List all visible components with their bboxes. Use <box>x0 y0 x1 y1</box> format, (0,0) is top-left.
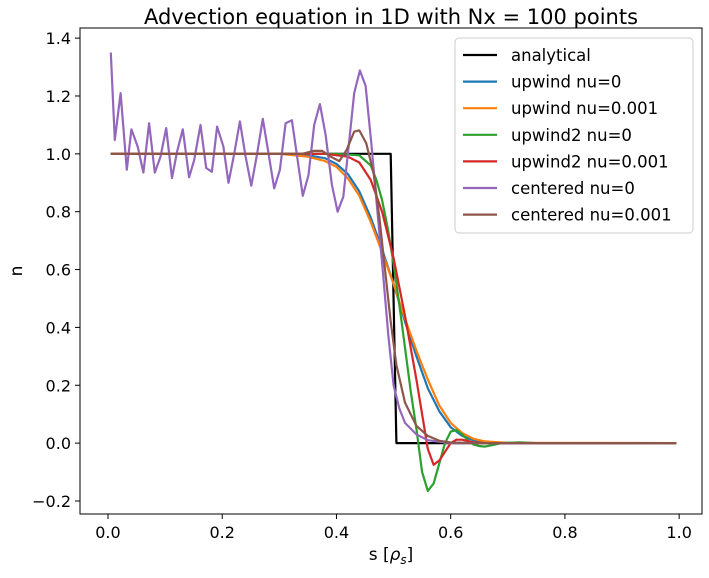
series-line-upwind2-nu-0 <box>110 152 677 492</box>
x-axis-label-end: ] <box>407 545 414 565</box>
chart-title: Advection equation in 1D with Nx = 100 p… <box>144 5 638 29</box>
x-tick-label: 0.0 <box>95 523 120 542</box>
x-axis-label-symbol: ρ <box>390 545 401 565</box>
x-tick-label: 1.0 <box>666 523 691 542</box>
series-line-upwind2-nu-0-001 <box>110 152 677 466</box>
y-tick-label: 0.4 <box>46 318 71 337</box>
y-tick-label: 1.2 <box>46 87 71 106</box>
x-tick-label: 0.8 <box>552 523 577 542</box>
y-axis-label: n <box>7 266 27 277</box>
legend-label: upwind nu=0 <box>511 73 621 92</box>
y-tick-label: 0.2 <box>46 376 71 395</box>
legend-label: centered nu=0 <box>511 179 635 198</box>
legend-label: analytical <box>511 46 591 65</box>
axes-frame <box>79 27 703 515</box>
legend-label: upwind nu=0.001 <box>511 99 658 118</box>
y-axis-ticks: −0.2 0.0 0.2 0.4 0.6 0.8 1.0 1.2 1.4 <box>32 29 80 511</box>
x-tick-label: 0.2 <box>209 523 234 542</box>
legend-label: upwind2 nu=0.001 <box>511 152 669 171</box>
plot-lines <box>109 52 677 492</box>
y-tick-label: 1.0 <box>46 145 71 164</box>
legend-box <box>454 37 694 234</box>
x-tick-label: 0.4 <box>324 523 349 542</box>
y-tick-label: 1.4 <box>46 29 71 48</box>
y-tick-label: −0.2 <box>32 492 71 511</box>
x-axis-label: s [ρs] <box>369 545 414 567</box>
series-line-centered-nu-0-001 <box>110 129 677 445</box>
x-axis-label-main: s [ <box>369 545 390 565</box>
y-tick-label: 0.6 <box>46 261 71 280</box>
legend: analytical upwind nu=0 upwind nu=0.001 upwi… <box>454 37 694 234</box>
y-tick-label: 0.8 <box>46 203 71 222</box>
legend-label: upwind2 nu=0 <box>511 126 632 145</box>
y-tick-label: 0.0 <box>46 434 71 453</box>
x-tick-label: 0.6 <box>438 523 463 542</box>
legend-label: centered nu=0.001 <box>511 206 672 225</box>
x-axis-ticks: 0.0 0.2 0.4 0.6 0.8 1.0 <box>95 514 692 542</box>
x-axis-label-subscript: s <box>400 553 406 567</box>
